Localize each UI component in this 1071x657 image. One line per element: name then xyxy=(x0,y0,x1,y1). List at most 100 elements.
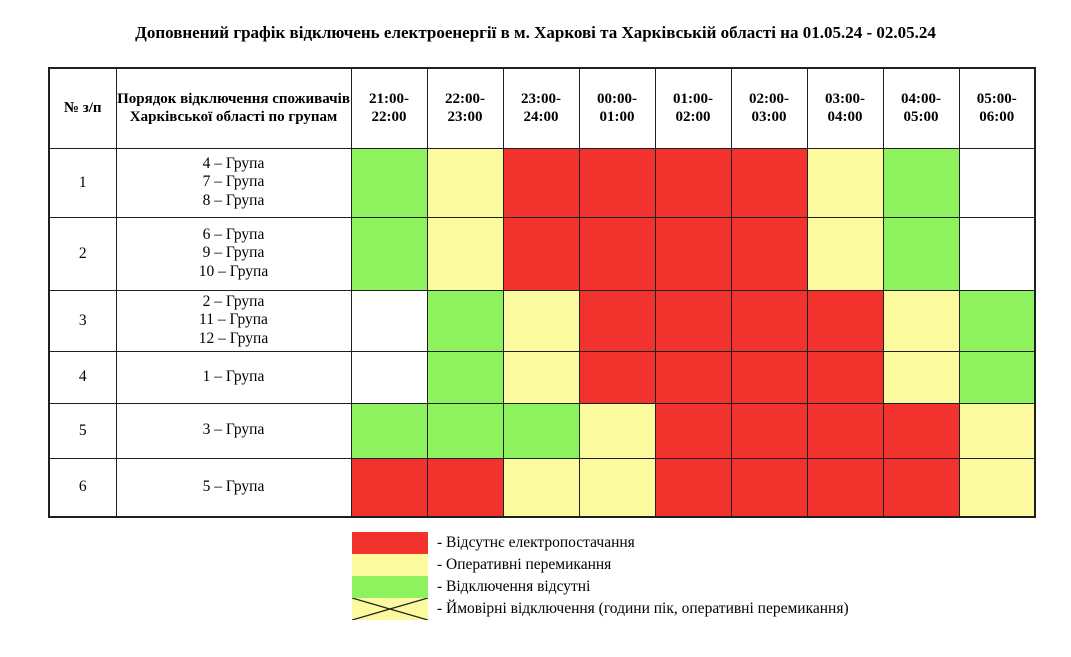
schedule-cell-red xyxy=(578,147,656,218)
row-number: 2 xyxy=(48,216,117,291)
schedule-cell-red xyxy=(730,457,808,518)
schedule-cell-yellow xyxy=(806,216,884,291)
schedule-cell-red xyxy=(654,457,732,518)
table-header: № з/п Порядок відключення споживачів Харк… xyxy=(48,67,1036,149)
schedule-cell-red xyxy=(806,402,884,459)
col-header-num: № з/п xyxy=(48,67,117,149)
cross-icon xyxy=(352,598,428,620)
schedule-cell-green xyxy=(350,147,428,218)
schedule-cell-green xyxy=(426,289,504,352)
schedule-cell-green xyxy=(882,216,960,291)
schedule-cell-red xyxy=(350,457,428,518)
page-title: Доповнений графік відключень електроенер… xyxy=(135,23,936,42)
schedule-cell-yellow xyxy=(426,216,504,291)
schedule-cell-yellow xyxy=(882,289,960,352)
legend-label: - Відключення відсутні xyxy=(437,578,591,595)
schedule-cell-yellow xyxy=(958,402,1036,459)
legend: - Відсутнє електропостачання - Оперативні… xyxy=(352,532,1071,620)
schedule-cell-green xyxy=(958,350,1036,404)
schedule-cell-red xyxy=(654,402,732,459)
col-header-time: 22:00- 23:00 xyxy=(426,67,504,149)
schedule-cell-red xyxy=(578,350,656,404)
legend-item: - Відсутнє електропостачання xyxy=(352,532,1071,554)
row-groups: 6 – Група 9 – Група 10 – Група xyxy=(115,216,352,291)
schedule-cell-green xyxy=(350,402,428,459)
schedule-cell-red xyxy=(882,457,960,518)
schedule-cell-red xyxy=(654,289,732,352)
row-number: 6 xyxy=(48,457,117,518)
schedule-cell-green xyxy=(426,402,504,459)
schedule-cell-yellow xyxy=(426,147,504,218)
schedule-cell-red xyxy=(502,216,580,291)
schedule-cell-red xyxy=(654,216,732,291)
row-groups: 2 – Група 11 – Група 12 – Група xyxy=(115,289,352,352)
col-header-time: 23:00- 24:00 xyxy=(502,67,580,149)
row-number: 1 xyxy=(48,147,117,218)
schedule-cell-yellow xyxy=(502,350,580,404)
schedule-cell-yellow xyxy=(882,350,960,404)
legend-swatch-green xyxy=(352,576,428,598)
schedule-cell-red xyxy=(730,147,808,218)
schedule-cell-white xyxy=(958,147,1036,218)
schedule-cell-green xyxy=(502,402,580,459)
legend-label: - Відсутнє електропостачання xyxy=(437,534,635,551)
schedule-cell-green xyxy=(350,216,428,291)
col-header-time: 03:00- 04:00 xyxy=(806,67,884,149)
legend-swatch-red xyxy=(352,532,428,554)
legend-item: - Відключення відсутні xyxy=(352,576,1071,598)
row-number: 5 xyxy=(48,402,117,459)
col-header-time: 00:00- 01:00 xyxy=(578,67,656,149)
row-groups: 5 – Група xyxy=(115,457,352,518)
schedule-cell-red xyxy=(654,147,732,218)
row-groups: 1 – Група xyxy=(115,350,352,404)
schedule-cell-green xyxy=(958,289,1036,352)
legend-item: - Ймовірні відключення (години пік, опер… xyxy=(352,598,1071,620)
col-header-time: 04:00- 05:00 xyxy=(882,67,960,149)
schedule-cell-green xyxy=(882,147,960,218)
schedule-cell-red xyxy=(426,457,504,518)
schedule-cell-red xyxy=(806,289,884,352)
schedule-cell-red xyxy=(502,147,580,218)
schedule-cell-yellow xyxy=(806,147,884,218)
row-groups: 4 – Група 7 – Група 8 – Група xyxy=(115,147,352,218)
schedule-cell-red xyxy=(730,350,808,404)
schedule-cell-red xyxy=(578,216,656,291)
col-header-time: 02:00- 03:00 xyxy=(730,67,808,149)
schedule-cell-white xyxy=(350,350,428,404)
legend-item: - Оперативні перемикання xyxy=(352,554,1071,576)
schedule-cell-red xyxy=(654,350,732,404)
schedule-cell-red xyxy=(578,289,656,352)
schedule-cell-yellow xyxy=(578,402,656,459)
schedule-cell-yellow xyxy=(958,457,1036,518)
schedule-cell-red xyxy=(730,402,808,459)
legend-swatch-yellow xyxy=(352,554,428,576)
schedule-cell-red xyxy=(730,289,808,352)
legend-label: - Оперативні перемикання xyxy=(437,556,612,573)
outage-schedule-table: № з/п Порядок відключення споживачів Харк… xyxy=(48,67,1036,518)
col-header-groups: Порядок відключення споживачів Харківськ… xyxy=(115,67,352,149)
row-number: 4 xyxy=(48,350,117,404)
schedule-cell-white xyxy=(958,216,1036,291)
schedule-cell-red xyxy=(882,402,960,459)
schedule-cell-red xyxy=(730,216,808,291)
schedule-cell-red xyxy=(806,457,884,518)
col-header-time: 21:00- 22:00 xyxy=(350,67,428,149)
row-number: 3 xyxy=(48,289,117,352)
schedule-cell-green xyxy=(426,350,504,404)
legend-label: - Ймовірні відключення (години пік, опер… xyxy=(437,600,849,617)
schedule-cell-red xyxy=(806,350,884,404)
row-groups: 3 – Група xyxy=(115,402,352,459)
schedule-cell-yellow xyxy=(578,457,656,518)
legend-swatch-yellow-crossed xyxy=(352,598,428,620)
schedule-cell-yellow xyxy=(502,289,580,352)
schedule-cell-white xyxy=(350,289,428,352)
col-header-time: 05:00- 06:00 xyxy=(958,67,1036,149)
schedule-cell-yellow xyxy=(502,457,580,518)
